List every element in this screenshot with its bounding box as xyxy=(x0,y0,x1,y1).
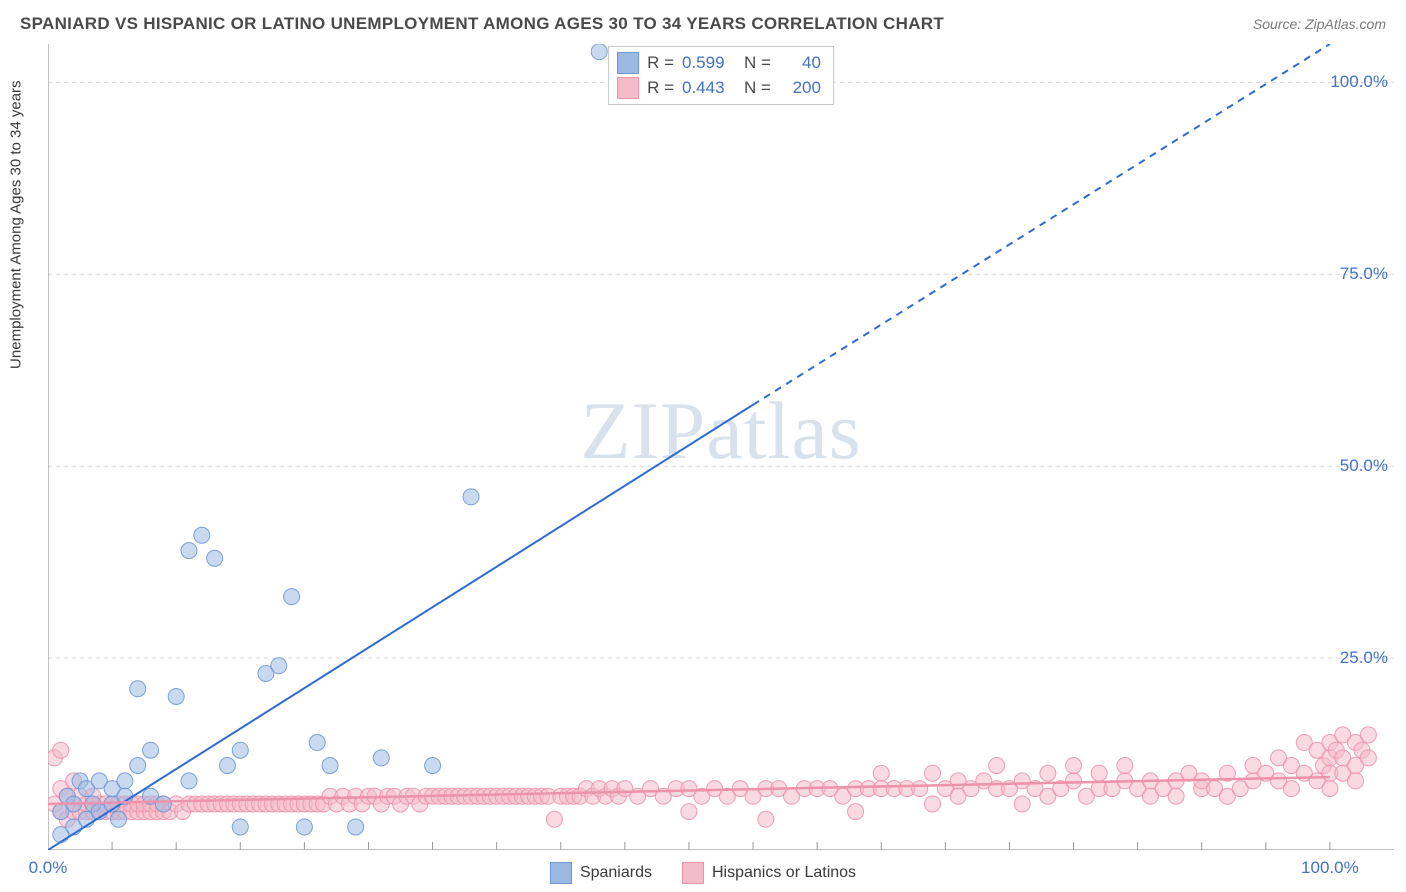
y-tick-label: 25.0% xyxy=(1340,648,1388,668)
stat-n-spaniards: 40 xyxy=(779,51,821,76)
legend-label-hispanics: Hispanics or Latinos xyxy=(712,864,856,882)
y-tick-label: 100.0% xyxy=(1330,72,1388,92)
legend-item-hispanics: Hispanics or Latinos xyxy=(682,862,856,884)
stat-label-n: N = xyxy=(744,76,771,101)
stat-n-hispanics: 200 xyxy=(779,76,821,101)
legend-item-spaniards: Spaniards xyxy=(550,862,652,884)
stat-label-n: N = xyxy=(744,51,771,76)
correlation-stats-box: R = 0.599 N = 40 R = 0.443 N = 200 xyxy=(608,46,834,105)
scatter-plot xyxy=(48,44,1394,850)
y-tick-label: 75.0% xyxy=(1340,264,1388,284)
bottom-legend: Spaniards Hispanics or Latinos xyxy=(0,862,1406,884)
chart-container: Unemployment Among Ages 30 to 34 years Z… xyxy=(48,44,1394,850)
stat-label-r: R = xyxy=(647,51,674,76)
legend-swatch-hispanics xyxy=(682,862,704,884)
legend-swatch-spaniards xyxy=(550,862,572,884)
chart-source: Source: ZipAtlas.com xyxy=(1253,16,1386,32)
stat-label-r: R = xyxy=(647,76,674,101)
stat-r-hispanics: 0.443 xyxy=(682,76,736,101)
swatch-spaniards xyxy=(617,52,639,74)
y-axis-label: Unemployment Among Ages 30 to 34 years xyxy=(8,80,25,369)
y-tick-label: 50.0% xyxy=(1340,456,1388,476)
chart-title: SPANIARD VS HISPANIC OR LATINO UNEMPLOYM… xyxy=(20,14,944,34)
stats-row-hispanics: R = 0.443 N = 200 xyxy=(617,76,821,101)
chart-header: SPANIARD VS HISPANIC OR LATINO UNEMPLOYM… xyxy=(0,0,1406,40)
swatch-hispanics xyxy=(617,77,639,99)
legend-label-spaniards: Spaniards xyxy=(580,864,652,882)
stats-row-spaniards: R = 0.599 N = 40 xyxy=(617,51,821,76)
stat-r-spaniards: 0.599 xyxy=(682,51,736,76)
